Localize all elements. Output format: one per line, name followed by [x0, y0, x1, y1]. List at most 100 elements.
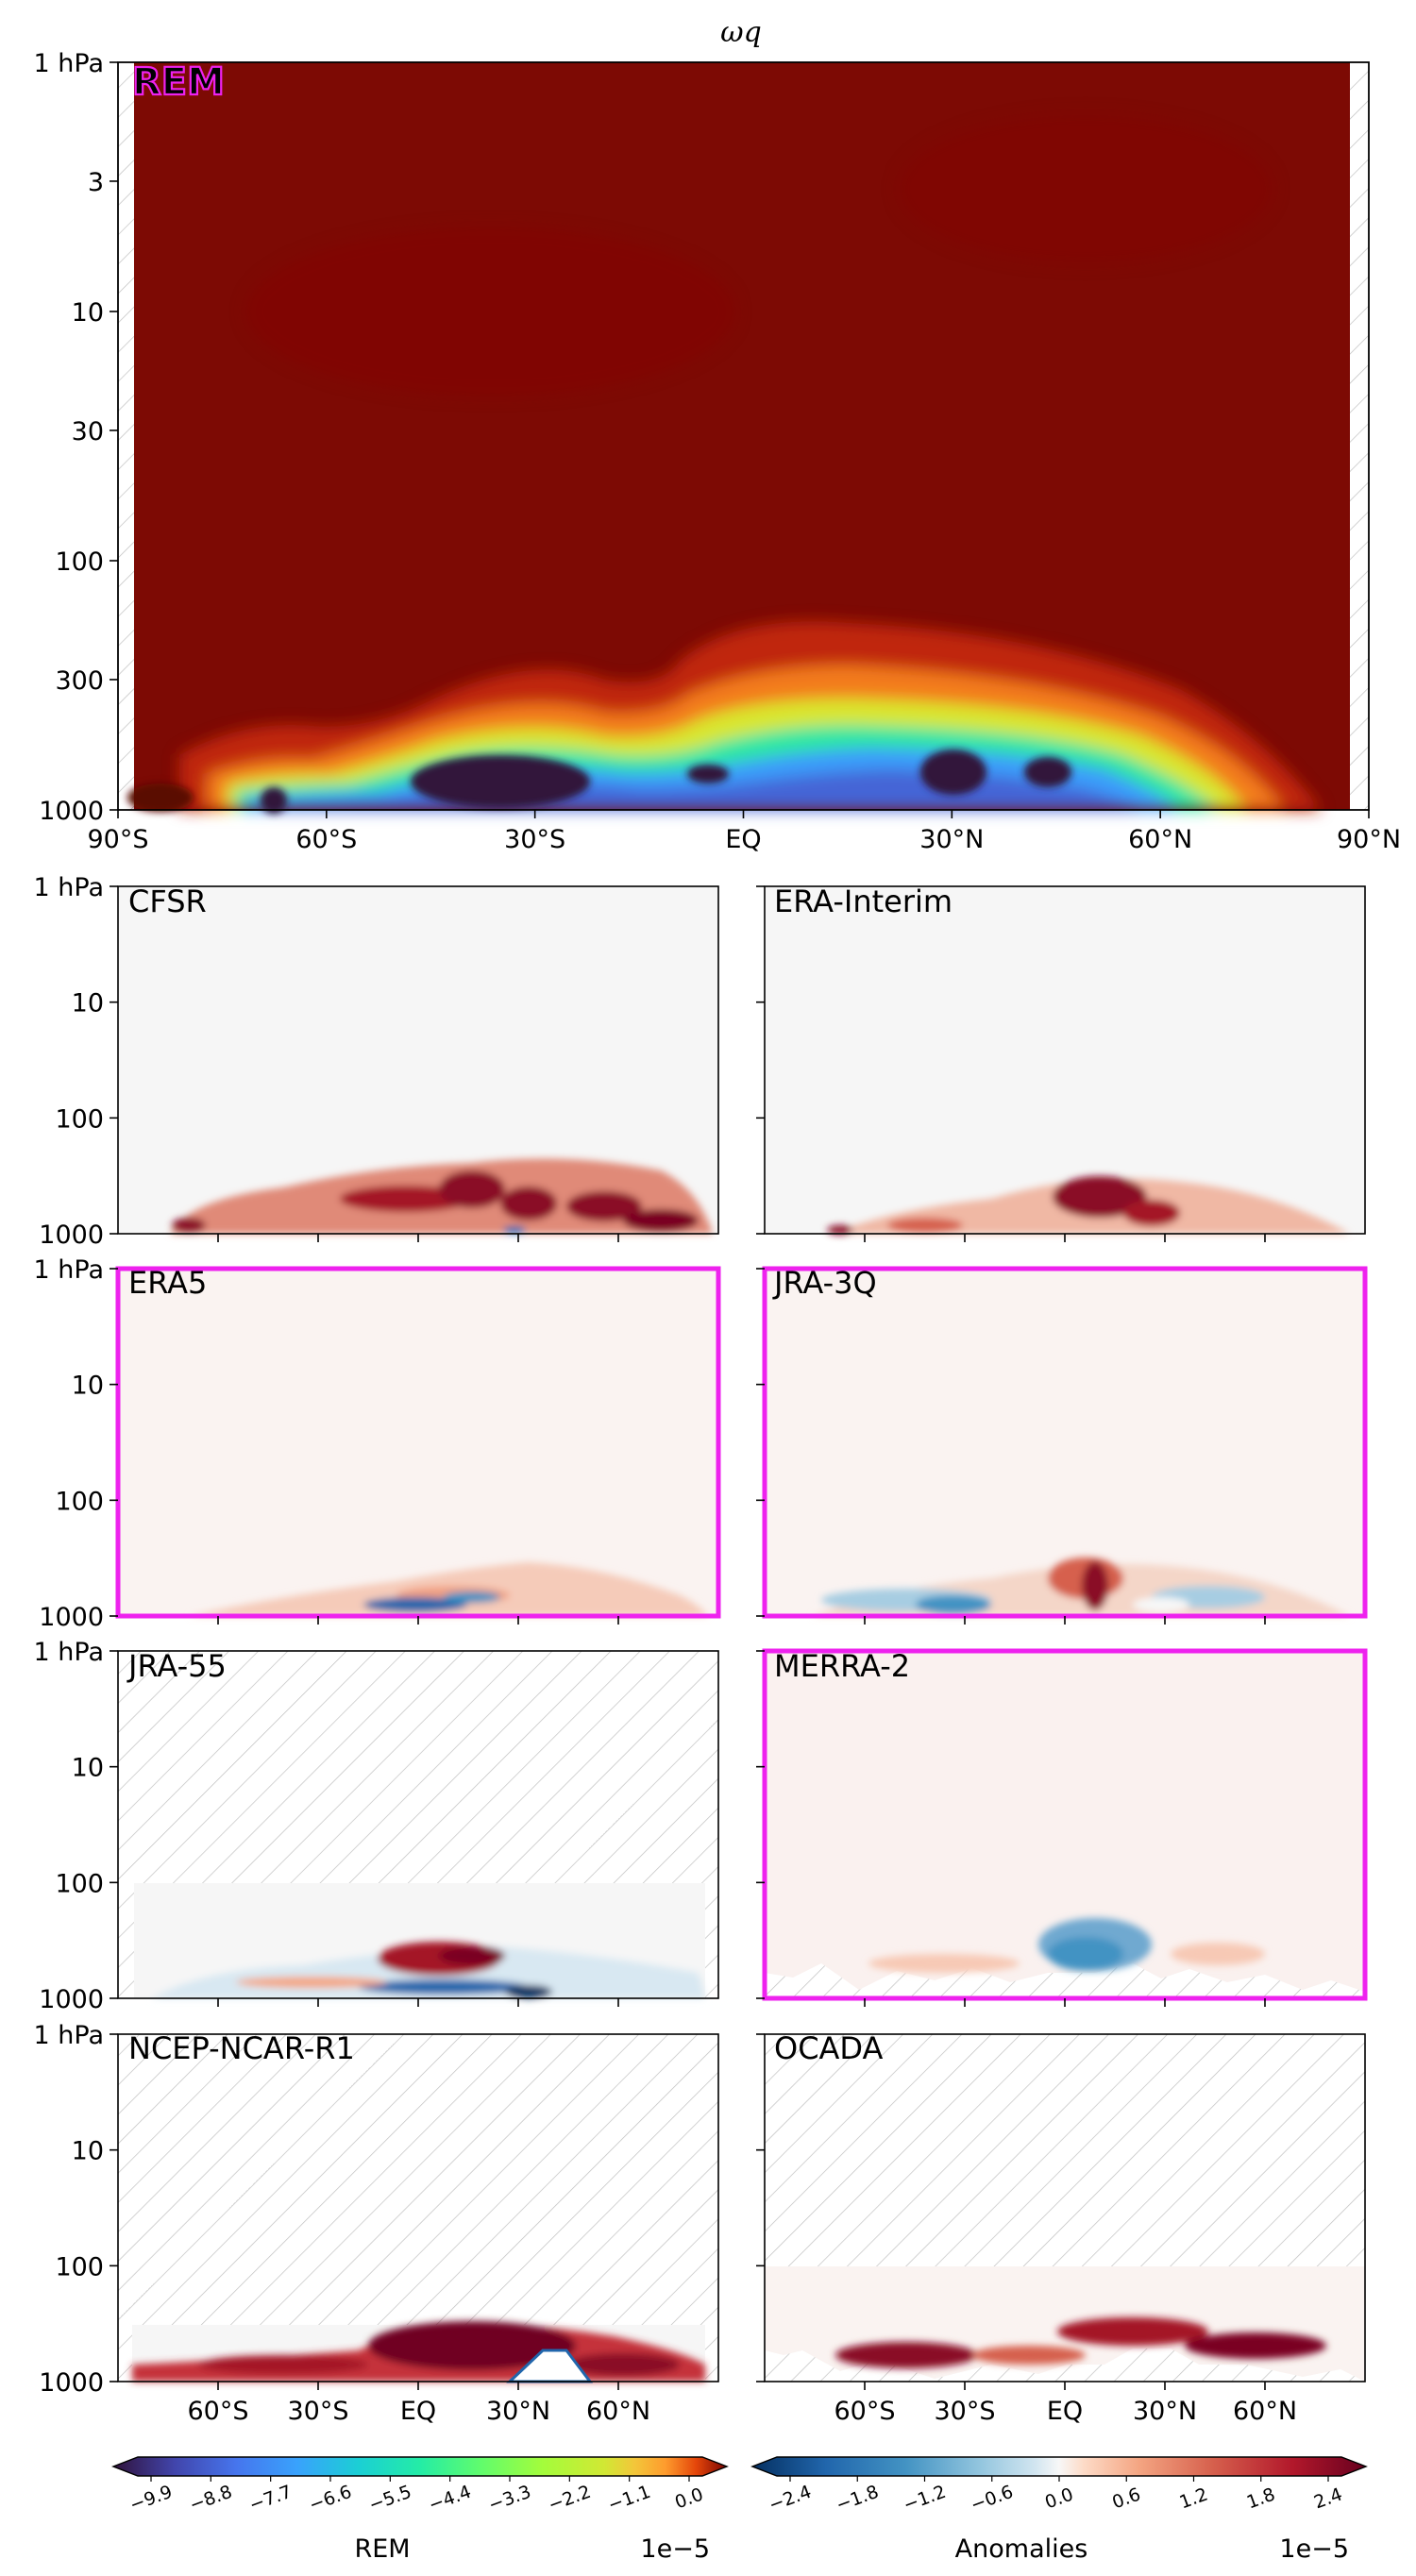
panel-y-tick-label: 10 — [72, 1372, 104, 1401]
panel-y-tick-label: 1 hPa — [34, 1255, 105, 1285]
colorbar-tick-label: −2.2 — [546, 2482, 594, 2516]
colorbar-tick-label: −7.7 — [246, 2482, 295, 2516]
panel-merra-2-label: MERRA-2 — [774, 1648, 910, 1684]
rem-x-tick-label: 90°S — [88, 825, 149, 854]
figure-title: ωq — [720, 16, 762, 49]
panel-ncep-ncar-r1-label: NCEP-NCAR-R1 — [128, 2030, 355, 2066]
panel-y-tick-label: 100 — [55, 1487, 104, 1516]
rem-y-tick-label: 1 hPa — [34, 49, 105, 78]
colorbar-tick-label: −6.6 — [307, 2482, 355, 2516]
panel-era-interim-label: ERA-Interim — [774, 884, 952, 919]
colorbar-tick-label: −3.3 — [486, 2482, 534, 2516]
panel-ocada: OCADA — [764, 2030, 1366, 2382]
panel-ncep-ncar-r1: NCEP-NCAR-R1 — [117, 2030, 719, 2383]
panel-jra-3q-label: JRA-3Q — [772, 1265, 877, 1301]
colorbar-label: REM — [354, 2534, 410, 2564]
colorbar-tick-label: −2.4 — [767, 2482, 815, 2516]
colorbar-tick-label: 0.0 — [672, 2483, 706, 2513]
panel-x-tick-label: EQ — [400, 2397, 436, 2426]
colorbar-tick-label: 1.8 — [1244, 2483, 1278, 2513]
panel-jra-3q-anomaly-features — [812, 1557, 1350, 1616]
panel-y-tick-label: 10 — [72, 1754, 104, 1783]
panel-y-tick-label: 100 — [55, 1104, 104, 1134]
colorbar-tick-label: −9.9 — [127, 2482, 176, 2516]
panel-x-tick-label: 30°S — [288, 2397, 349, 2426]
panel-x-tick-label: 60°S — [188, 2397, 249, 2426]
panel-x-tick-label: 60°S — [834, 2397, 896, 2426]
colorbar-rem — [111, 2456, 729, 2477]
panel-ocada-anomaly-features — [835, 2317, 1326, 2368]
colorbar-tick-label: −1.8 — [834, 2482, 882, 2516]
panel-jra-3q: JRA-3Q — [762, 1265, 1368, 1619]
panel-y-tick-label: 1000 — [39, 1985, 104, 2014]
panel-y-tick-label: 10 — [72, 2137, 104, 2166]
colorbar-tick-label: −4.4 — [426, 2482, 474, 2516]
panel-cfsr-label: CFSR — [128, 884, 207, 919]
panel-era5: ERA5 — [115, 1265, 721, 1619]
panel-y-tick-label: 100 — [55, 1869, 104, 1898]
panel-y-tick-label: 1000 — [39, 1221, 104, 1250]
colorbar-tick-label: 0.0 — [1042, 2483, 1076, 2513]
panel-jra-55-label: JRA-55 — [126, 1648, 227, 1684]
panel-x-tick-label: 30°S — [935, 2397, 996, 2426]
panel-era5-field — [118, 1269, 718, 1616]
panel-era5-anomaly-features — [189, 1562, 708, 1616]
panel-era-interim-anomaly-features — [827, 1176, 1350, 1235]
rem-x-tick-label: 60°N — [1128, 825, 1192, 854]
panel-y-tick-label: 100 — [55, 2252, 104, 2281]
panel-y-tick-label: 1000 — [39, 2368, 104, 2398]
panel-y-tick-label: 1 hPa — [34, 873, 105, 902]
rem-y-tick-label: 100 — [55, 547, 104, 577]
rem-y-tick-label: 1000 — [39, 797, 104, 826]
colorbar-anom — [750, 2456, 1368, 2477]
colorbar-tick-label: −1.1 — [605, 2482, 653, 2516]
rem-y-tick-label: 3 — [88, 168, 104, 197]
panel-cfsr: CFSR — [117, 884, 719, 1235]
colorbars-layer: −9.9 −8.8 −7.7 −6.6 −5.5 −4.4 −3.3 −2.2 −1.1 0.0 R… — [111, 2456, 1368, 2564]
colorbar-scale: 1e−5 — [1279, 2534, 1349, 2564]
rem-x-tick-label: EQ — [725, 825, 761, 854]
panel-x-tick-label: 60°N — [1233, 2397, 1297, 2426]
panel-y-tick-label: 1 hPa — [34, 1638, 105, 1667]
colorbar-tick-label: 1.2 — [1177, 2483, 1211, 2513]
rem-x-tick-label: 60°S — [295, 825, 357, 854]
panel-cfsr-anomaly-features — [170, 1158, 713, 1234]
panel-x-tick-label: 60°N — [586, 2397, 650, 2426]
rem-y-tick-label: 300 — [55, 666, 104, 696]
panel-x-tick-label: 30°N — [486, 2397, 550, 2426]
panel-era-interim: ERA-Interim — [764, 884, 1366, 1235]
panel-ocada-field — [765, 2266, 1365, 2382]
panel-rem: REM — [117, 59, 1370, 814]
panel-y-tick-label: 10 — [72, 989, 104, 1019]
panel-x-tick-label: 30°N — [1133, 2397, 1197, 2426]
panel-jra-55: JRA-55 — [117, 1648, 719, 1999]
rem-y-tick-label: 30 — [72, 417, 104, 446]
panel-era5-label: ERA5 — [128, 1265, 207, 1301]
panel-ocada-label: OCADA — [774, 2030, 884, 2066]
panel-era-interim-field — [765, 886, 1365, 1234]
colorbar-tick-label: −5.5 — [366, 2482, 414, 2516]
rem-x-tick-label: 30°S — [504, 825, 565, 854]
panel-merra-2: MERRA-2 — [762, 1648, 1368, 2001]
panel-merra-2-anomaly-features — [868, 1918, 1265, 1973]
panel-jra-55-anomaly-features — [151, 1942, 705, 1998]
panel-rem-field-features — [127, 113, 1322, 814]
rem-x-tick-label: 90°N — [1337, 825, 1401, 854]
panel-y-tick-label: 1000 — [39, 1603, 104, 1632]
panel-ncep-ncar-r1-hatch — [118, 2034, 718, 2382]
panel-y-tick-label: 1 hPa — [34, 2021, 105, 2050]
rem-y-tick-label: 10 — [72, 298, 104, 328]
colorbar-tick-label: −8.8 — [187, 2482, 235, 2516]
panel-rem-label: REM — [132, 60, 225, 104]
colorbar-tick-label: −1.2 — [901, 2482, 949, 2516]
colorbar-tick-label: −0.6 — [968, 2482, 1016, 2516]
colorbar-tick-label: 2.4 — [1311, 2483, 1345, 2513]
panel-jra-3q-field — [765, 1269, 1365, 1616]
colorbar-tick-label: 0.6 — [1109, 2483, 1143, 2513]
colorbar-label: Anomalies — [955, 2534, 1088, 2564]
panel-x-tick-label: EQ — [1047, 2397, 1083, 2426]
colorbar-scale: 1e−5 — [640, 2534, 710, 2564]
panel-merra-2-field — [765, 1651, 1365, 1992]
